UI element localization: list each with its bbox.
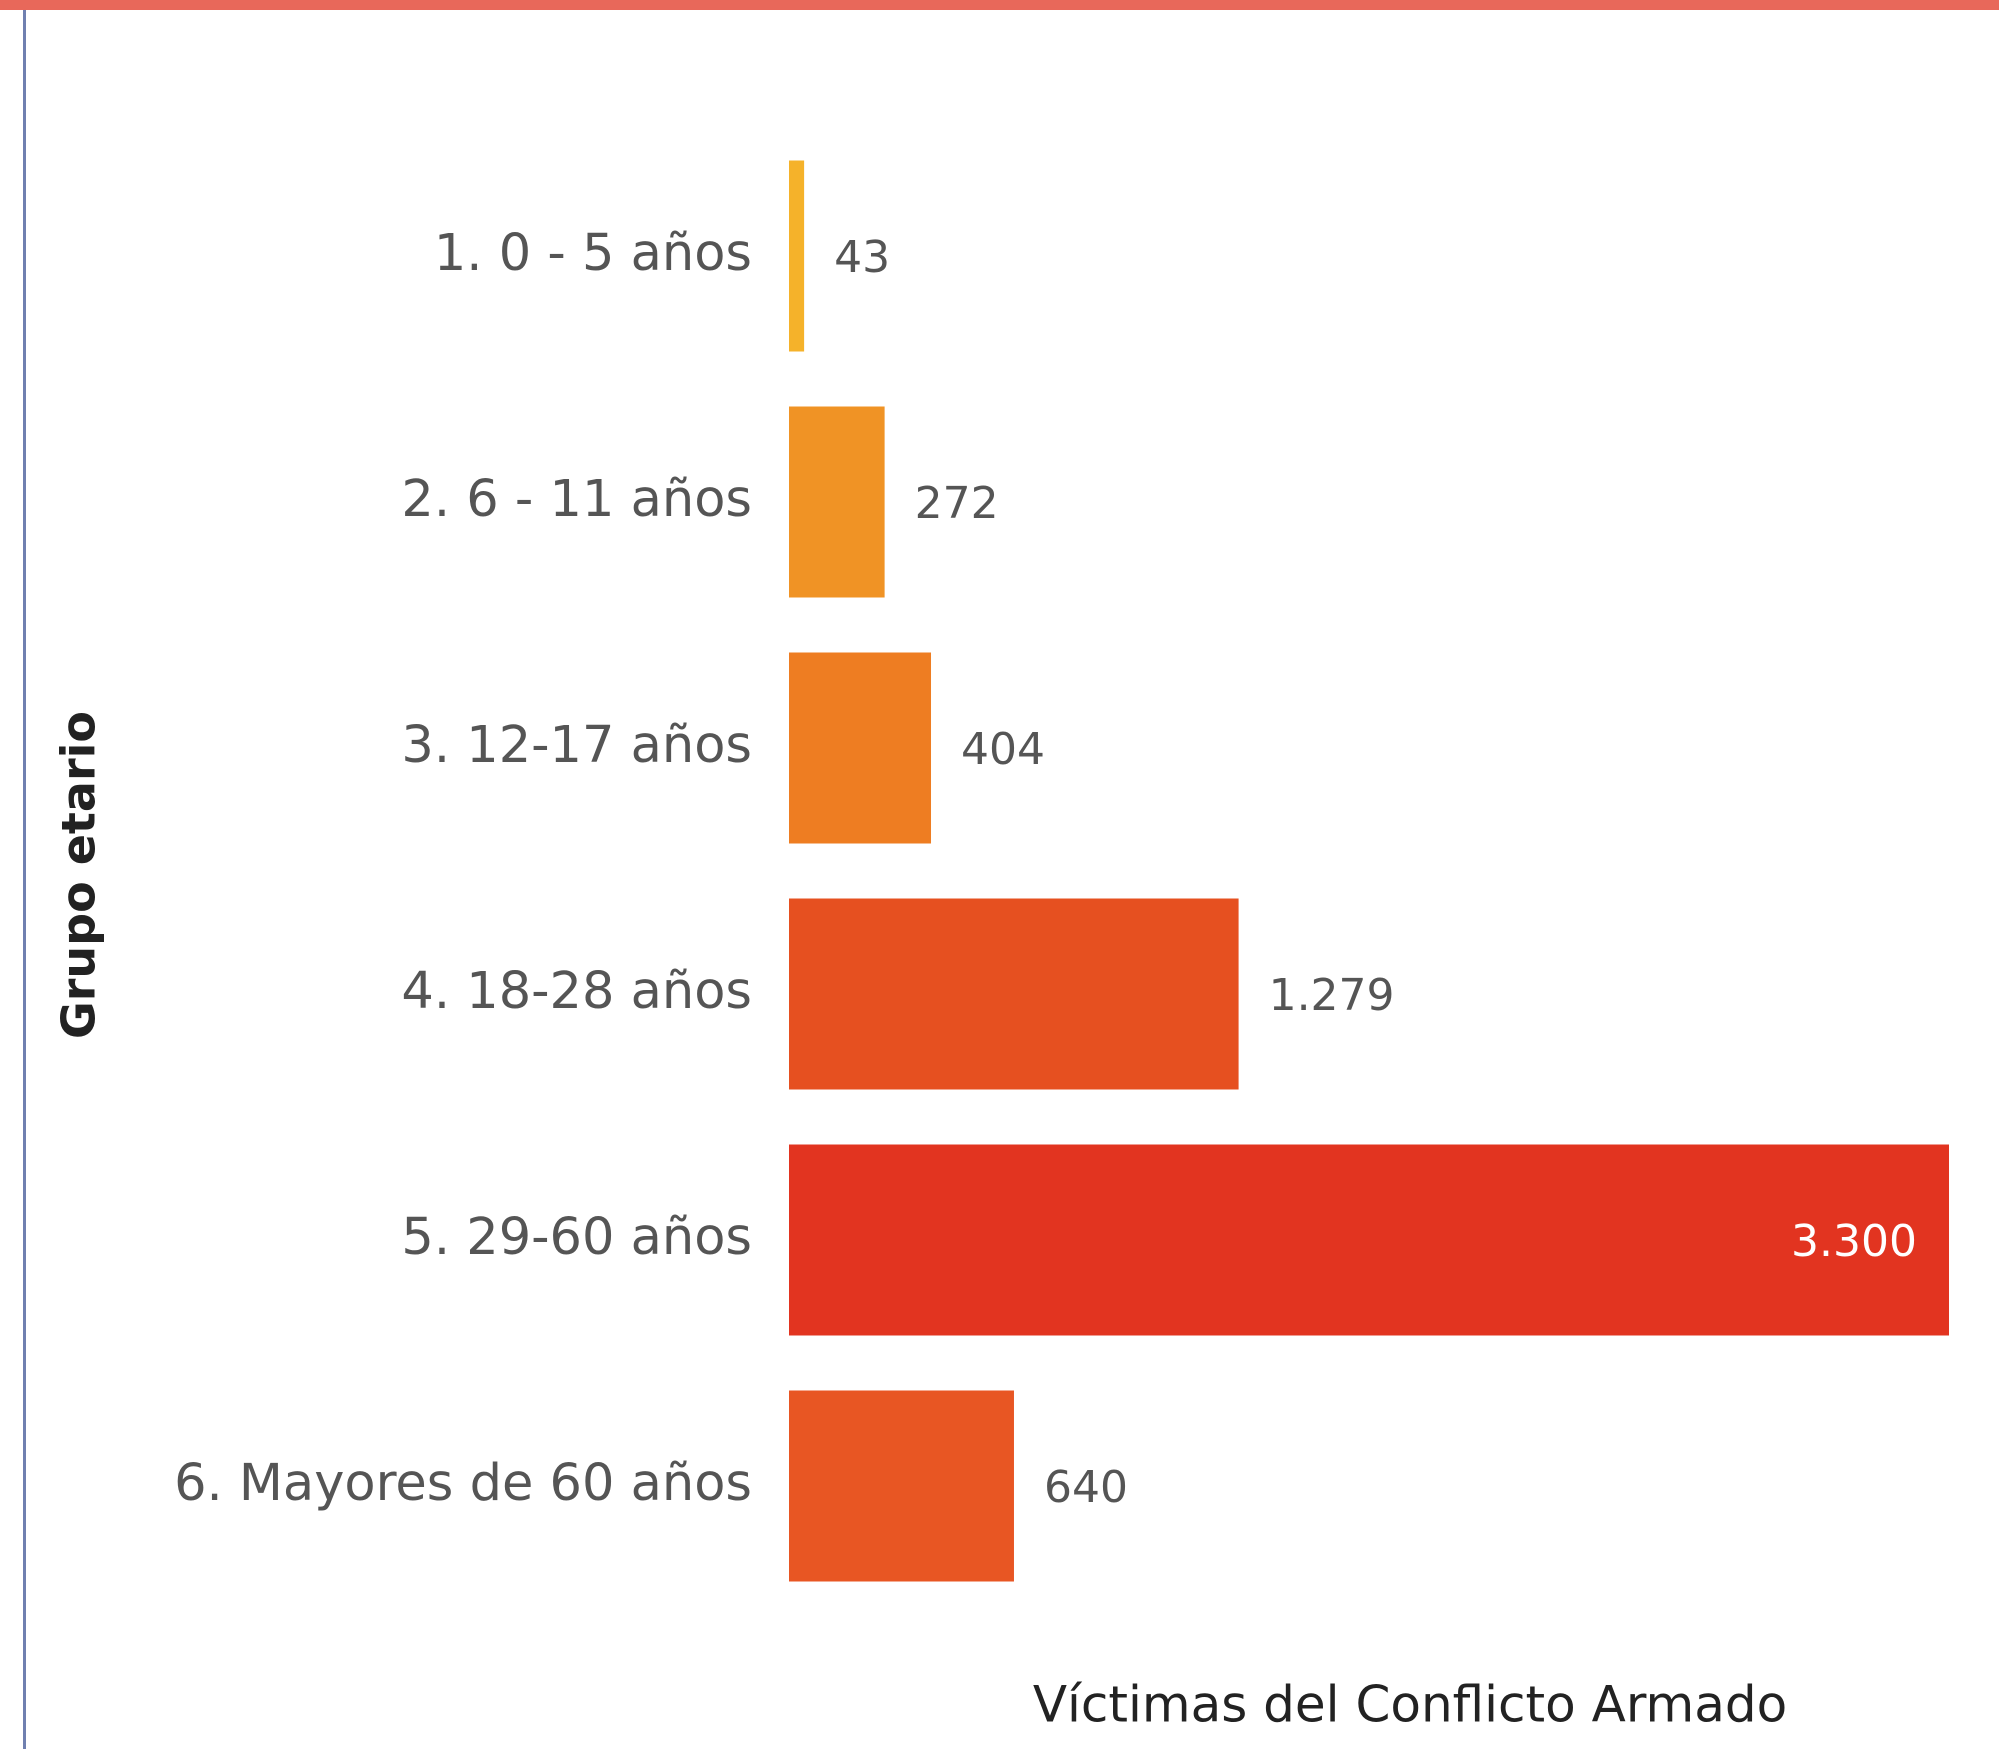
bar (789, 652, 932, 844)
data-label: 43 (834, 232, 890, 283)
y-tick-label: 2. 6 - 11 años (401, 470, 752, 529)
data-label: 3.300 (1791, 1216, 1917, 1267)
data-label: 404 (961, 724, 1045, 775)
bar (789, 1144, 1949, 1336)
left-border (23, 10, 26, 1749)
y-tick-label: 3. 12-17 años (401, 716, 752, 775)
y-axis-title: Grupo etario (52, 711, 106, 1039)
data-label: 1.279 (1269, 970, 1395, 1021)
bar (789, 160, 805, 352)
data-label: 640 (1044, 1462, 1128, 1513)
bar (789, 1390, 1014, 1582)
y-tick-label: 6. Mayores de 60 años (174, 1454, 752, 1513)
x-axis-title: Víctimas del Conflicto Armado (1033, 1676, 1787, 1734)
y-tick-label: 1. 0 - 5 años (434, 224, 752, 283)
y-tick-label: 5. 29-60 años (401, 1208, 752, 1267)
top-border (0, 0, 1999, 10)
bar (789, 406, 885, 598)
y-tick-label: 4. 18-28 años (401, 962, 752, 1021)
bar (789, 898, 1239, 1090)
data-label: 272 (915, 478, 999, 529)
